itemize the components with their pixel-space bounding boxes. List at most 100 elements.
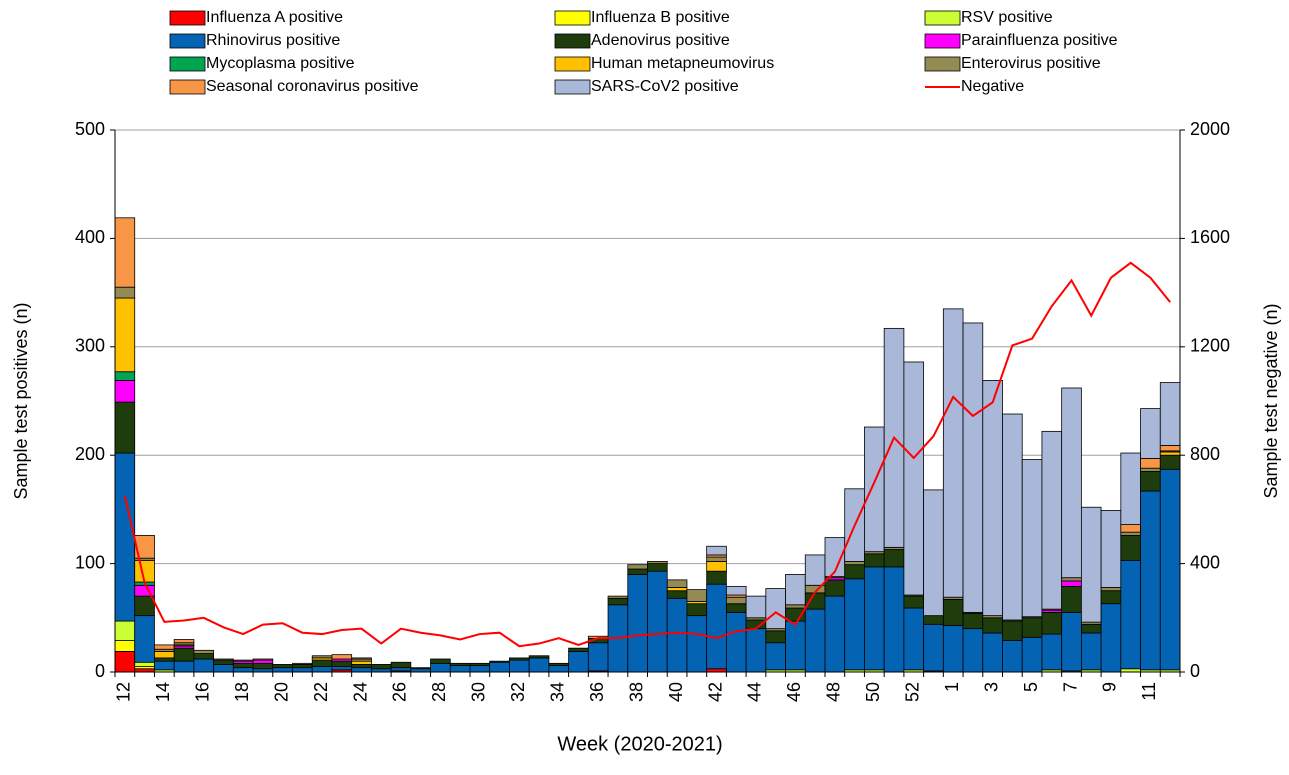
bar-segment (370, 664, 392, 670)
bar-segment (134, 595, 155, 617)
bar-segment (864, 566, 885, 671)
bar-segment (627, 568, 648, 575)
bar-segment (706, 570, 727, 585)
bar-segment (1120, 524, 1141, 533)
bar-segment (824, 579, 846, 597)
bar-segment (824, 595, 846, 673)
x-tick-label: 11 (1139, 682, 1159, 701)
bar-segment (1140, 490, 1161, 671)
y-axis-title: Sample test positives (n) (11, 302, 31, 499)
bar-segment (292, 667, 313, 673)
x-tick-label: 14 (153, 682, 173, 702)
bar-segment (1061, 577, 1082, 582)
bar-segment (1002, 413, 1023, 621)
x-tick-label: 46 (784, 682, 804, 702)
bar-segment (1140, 458, 1161, 469)
bar-segment (154, 657, 175, 662)
legend-label: Parainfluenza positive (961, 32, 1118, 49)
legend-label: Influenza B positive (591, 9, 730, 26)
bar-segment (923, 615, 944, 625)
bar-segment (942, 308, 964, 598)
bar-segment (351, 664, 372, 669)
bar-segment (509, 659, 530, 673)
bar-segment (390, 667, 412, 672)
bar-segment (647, 563, 668, 572)
bar-segment (923, 489, 944, 617)
bar-segment (252, 662, 274, 670)
bar-segment (804, 592, 826, 610)
bar-segment (982, 617, 1003, 634)
bar-segment (213, 659, 234, 665)
bar-segment (765, 588, 786, 630)
bar-segment (1061, 580, 1082, 587)
bar-segment (410, 667, 431, 670)
bar-segment (568, 647, 589, 652)
bar-segment (1061, 611, 1082, 672)
bar-segment (114, 286, 136, 299)
bar-segment (1120, 531, 1141, 536)
y2-axis-title: Sample test negative (n) (1261, 303, 1281, 498)
bar-segment (193, 653, 215, 660)
bar-segment (114, 651, 136, 673)
bar-segment (390, 661, 412, 669)
legend-label: RSV positive (961, 9, 1053, 26)
bar-segment (469, 662, 491, 666)
bar-segment (745, 628, 767, 673)
y2-tick-label: 1200 (1190, 336, 1230, 356)
bar-segment (982, 632, 1003, 673)
bar-segment (331, 660, 353, 667)
bar-segment (311, 666, 333, 673)
bar-segment (804, 554, 826, 586)
bar-segment (725, 611, 747, 673)
bar-segment (745, 619, 767, 630)
y-tick-label: 200 (75, 444, 105, 464)
bar-segment (509, 657, 530, 661)
x-tick-label: 42 (705, 682, 725, 702)
y-tick-label: 300 (75, 336, 105, 356)
legend-swatch (554, 79, 591, 95)
bar-segment (1080, 506, 1102, 623)
legend-swatch (924, 56, 961, 72)
bar-segment (292, 662, 313, 665)
bar-segment (1100, 510, 1122, 588)
bar-segment (844, 564, 865, 580)
bar-segment (1080, 632, 1102, 671)
bar-segment (686, 603, 708, 617)
y2-tick-label: 400 (1190, 552, 1220, 572)
bar-segment (1061, 387, 1082, 579)
bar-segment (154, 660, 175, 671)
x-tick-label: 28 (429, 682, 449, 702)
bar-segment (548, 665, 570, 673)
bar-segment (134, 535, 155, 559)
bar-segment (232, 667, 254, 673)
bar-segment (864, 553, 885, 568)
bar-segment (962, 322, 984, 613)
x-tick-label: 36 (587, 682, 607, 702)
x-tick-label: 26 (390, 682, 410, 702)
bar-segment (725, 596, 747, 605)
bar-segment (883, 549, 905, 568)
bar-segment (686, 589, 708, 602)
bar-segment (114, 297, 136, 373)
legend-swatch (169, 33, 206, 49)
x-tick-label: 24 (350, 682, 370, 702)
bar-segment (1140, 408, 1161, 459)
bar-segment (528, 657, 550, 673)
bar-segment (134, 615, 155, 663)
bar-segment (430, 662, 451, 673)
bar-segment (844, 561, 865, 566)
bar-segment (1002, 640, 1023, 673)
bar-segment (154, 651, 175, 659)
legend-swatch (169, 10, 206, 26)
bar-segment (193, 658, 215, 673)
bar-segment (1080, 623, 1102, 634)
bar-segment (114, 401, 136, 454)
bar-segment (114, 217, 136, 288)
bar-segment (351, 660, 372, 665)
bar-segment (1120, 559, 1141, 670)
bar-segment (114, 452, 136, 622)
legend-label: SARS-CoV2 positive (591, 78, 739, 95)
bar-segment (607, 597, 629, 606)
